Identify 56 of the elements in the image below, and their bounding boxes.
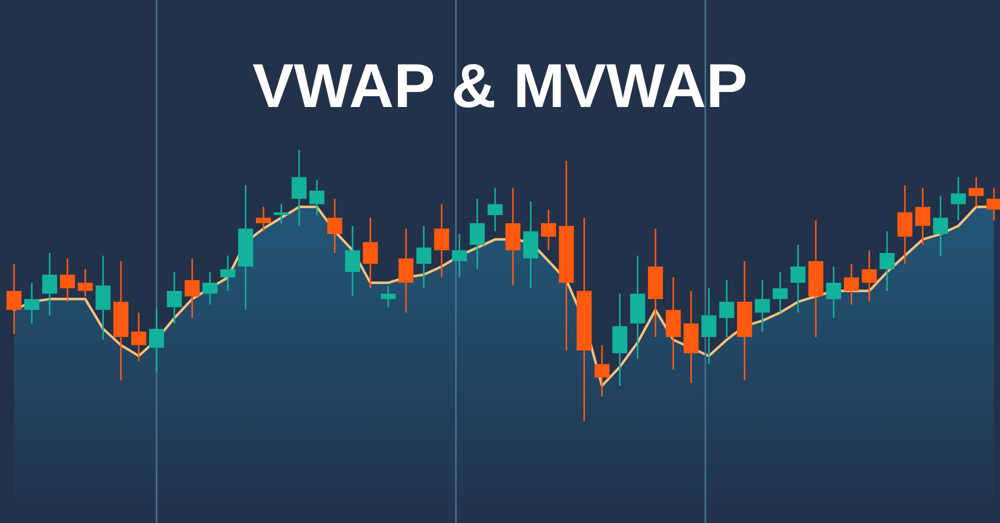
candlestick xyxy=(880,230,895,292)
candlestick xyxy=(238,184,254,311)
candlestick xyxy=(826,266,842,319)
candlestick xyxy=(42,252,58,316)
candlestick xyxy=(648,228,663,338)
candlestick xyxy=(594,344,610,398)
candlestick xyxy=(737,260,752,382)
candlestick xyxy=(772,271,788,314)
candlestick xyxy=(184,258,200,319)
candlestick xyxy=(968,176,984,208)
candlestick xyxy=(719,279,734,338)
candlestick xyxy=(576,217,592,422)
candlestick xyxy=(166,271,182,324)
chart-title: VWAP & MVWAP xyxy=(252,52,748,121)
candlestick xyxy=(523,200,538,289)
candlestick xyxy=(844,263,859,306)
candlestick xyxy=(380,284,396,308)
candlestick xyxy=(416,225,432,289)
candlestick xyxy=(862,250,877,303)
candlestick xyxy=(78,268,93,298)
candlestick xyxy=(327,198,342,254)
candlestick xyxy=(149,306,164,373)
candlestick xyxy=(630,254,646,360)
candlestick xyxy=(897,184,912,265)
candlestick xyxy=(933,195,948,256)
candlestick xyxy=(6,263,22,336)
candlestick xyxy=(362,217,378,289)
candlestick xyxy=(808,220,824,338)
candlestick xyxy=(488,187,503,232)
candlestick xyxy=(131,312,146,362)
candlestick xyxy=(202,271,218,306)
candlestick xyxy=(96,254,111,340)
candlestick xyxy=(434,203,450,278)
candlestick xyxy=(701,287,716,365)
candlestick xyxy=(274,203,289,224)
candlestick xyxy=(452,233,467,278)
candlestick xyxy=(684,290,699,384)
candlestick xyxy=(666,276,681,370)
candlestick xyxy=(292,149,307,227)
candlestick xyxy=(256,206,271,232)
candlestick xyxy=(398,228,414,314)
candlestick xyxy=(950,176,966,222)
candlestick xyxy=(790,244,806,314)
candlestick xyxy=(24,282,40,324)
candlestick xyxy=(309,179,324,216)
candlestick xyxy=(60,258,75,303)
candlestick xyxy=(505,187,520,286)
candlestick xyxy=(558,160,574,352)
candlestick xyxy=(612,292,628,387)
candlestick xyxy=(541,208,556,252)
candlestick xyxy=(915,187,930,246)
candlestick xyxy=(113,260,128,382)
candlestick xyxy=(345,225,360,298)
candlestick xyxy=(470,198,485,270)
candlestick xyxy=(754,279,770,332)
candlestick xyxy=(220,254,236,292)
